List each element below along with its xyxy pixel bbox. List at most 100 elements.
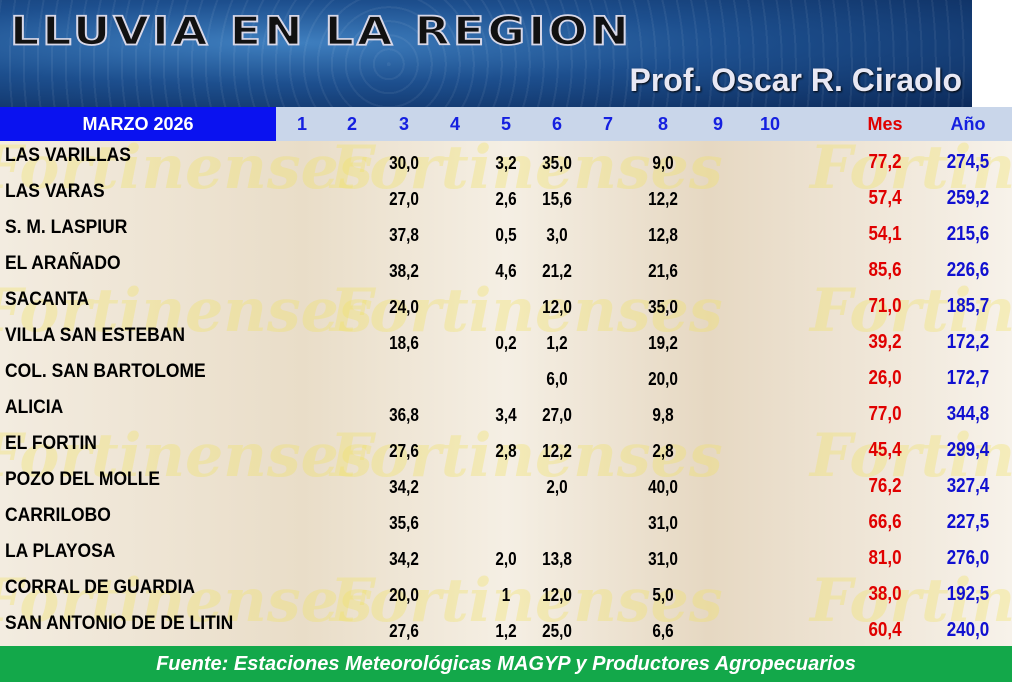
rain-value: 3,0 [546, 225, 568, 245]
ano-total: 344,8 [946, 403, 990, 425]
rain-value: 36,8 [389, 405, 419, 425]
rain-value: 37,8 [389, 225, 419, 245]
ano-total: 192,5 [946, 583, 990, 605]
rain-value: 19,2 [648, 333, 678, 353]
table-row: SAN ANTONIO DE DE LITIN 27,6 1,2 25,0 6,6 60,… [0, 609, 1012, 645]
mes-total: 81,0 [868, 547, 902, 569]
table-row: EL FORTIN 27,6 2,8 12,2 2,8 45,4 299,4 [0, 429, 1012, 465]
rain-value: 38,2 [389, 261, 419, 281]
table-row: LAS VARILLAS 30,0 3,2 35,0 9,0 77,2 274,5 [0, 141, 1012, 177]
rain-value: 34,2 [389, 477, 419, 497]
mes-total: 76,2 [868, 475, 902, 497]
rain-value: 40,0 [648, 477, 678, 497]
station-name: POZO DEL MOLLE [5, 469, 161, 490]
ano-total: 172,2 [946, 331, 990, 353]
ano-total: 327,4 [946, 475, 990, 497]
table-row: POZO DEL MOLLE 34,2 2,0 40,0 76,2 327,4 [0, 465, 1012, 501]
table-row: SACANTA 24,0 12,0 35,0 71,0 185,7 [0, 285, 1012, 321]
ano-total: 276,0 [946, 547, 990, 569]
month-label: MARZO 2026 [0, 107, 276, 141]
rain-value: 20,0 [648, 369, 678, 389]
station-name: EL FORTIN [5, 433, 97, 454]
rain-value: 2,8 [495, 441, 517, 461]
rain-value: 27,6 [389, 441, 419, 461]
mes-total: 57,4 [868, 187, 902, 209]
table-header: MARZO 2026 1 2 3 4 5 6 7 8 9 10 Mes Año [0, 107, 1012, 141]
rain-value: 35,0 [648, 297, 678, 317]
rain-value: 35,0 [542, 153, 572, 173]
rain-value: 20,0 [389, 585, 419, 605]
rain-value: 12,2 [648, 189, 678, 209]
station-name: SAN ANTONIO DE DE LITIN [5, 613, 234, 634]
table-row: EL ARAÑADO 38,2 4,6 21,2 21,6 85,6 226,6 [0, 249, 1012, 285]
rain-value: 31,0 [648, 513, 678, 533]
rain-value: 5,0 [652, 585, 674, 605]
station-name: S. M. LASPIUR [5, 217, 128, 238]
table-row: LAS VARAS 27,0 2,6 15,6 12,2 57,4 259,2 [0, 177, 1012, 213]
table-row: LA PLAYOSA 34,2 2,0 13,8 31,0 81,0 276,0 [0, 537, 1012, 573]
day-header: 10 [759, 114, 781, 134]
rain-value: 21,2 [542, 261, 572, 281]
rain-value: 27,6 [389, 621, 419, 641]
rain-value: 4,6 [495, 261, 517, 281]
day-header: 3 [398, 114, 409, 134]
station-name: VILLA SAN ESTEBAN [5, 325, 185, 346]
rain-value: 15,6 [542, 189, 572, 209]
ano-total: 172,7 [946, 367, 990, 389]
rain-value: 34,2 [389, 549, 419, 569]
mes-total: 60,4 [868, 619, 902, 641]
rain-value: 1,2 [546, 333, 568, 353]
mes-total: 85,6 [868, 259, 902, 281]
mes-total: 45,4 [868, 439, 902, 461]
table-row: VILLA SAN ESTEBAN 18,6 0,2 1,2 19,2 39,2 172,2 [0, 321, 1012, 357]
day-header: 7 [602, 114, 613, 134]
rain-value: 2,0 [546, 477, 568, 497]
mes-total: 26,0 [868, 367, 902, 389]
mes-total: 38,0 [868, 583, 902, 605]
mes-total: 77,2 [868, 151, 902, 173]
rain-value: 31,0 [648, 549, 678, 569]
station-name: CARRILOBO [5, 505, 111, 526]
source-footer: Fuente: Estaciones Meteorológicas MAGYP … [0, 646, 1012, 682]
rain-value: 0,5 [495, 225, 517, 245]
station-name: ALICIA [5, 397, 64, 418]
ano-total: 227,5 [946, 511, 990, 533]
ano-total: 299,4 [946, 439, 990, 461]
ano-total: 226,6 [946, 259, 990, 281]
rain-value: 35,6 [389, 513, 419, 533]
page-title: LLUVIA EN LA REGION [9, 7, 632, 55]
table-row: CARRILOBO 35,6 31,0 66,6 227,5 [0, 501, 1012, 537]
ano-total: 185,7 [946, 295, 990, 317]
day-header: 6 [551, 114, 562, 134]
mes-total: 54,1 [868, 223, 902, 245]
rain-value: 12,8 [648, 225, 678, 245]
station-name: LAS VARILLAS [5, 145, 131, 166]
table-row: COL. SAN BARTOLOME 6,0 20,0 26,0 172,7 [0, 357, 1012, 393]
rain-value: 27,0 [389, 189, 419, 209]
table-row: S. M. LASPIUR 37,8 0,5 3,0 12,8 54,1 215,6 [0, 213, 1012, 249]
rain-value: 6,6 [652, 621, 674, 641]
day-header: 2 [346, 114, 357, 134]
ano-total: 259,2 [946, 187, 990, 209]
rain-value: 30,0 [389, 153, 419, 173]
station-name: LA PLAYOSA [5, 541, 116, 562]
table-row: CORRAL DE GUARDIA 20,0 1 12,0 5,0 38,0 192,5 [0, 573, 1012, 609]
rain-value: 1,2 [495, 621, 517, 641]
rain-value: 2,0 [495, 549, 517, 569]
author: Prof. Oscar R. Ciraolo [629, 62, 962, 98]
rain-value: 12,0 [542, 297, 572, 317]
rain-value: 13,8 [542, 549, 572, 569]
station-name: SACANTA [5, 289, 90, 310]
day-header: 8 [657, 114, 668, 134]
rain-value: 2,8 [652, 441, 674, 461]
station-name: EL ARAÑADO [5, 253, 121, 274]
rain-value: 2,6 [495, 189, 517, 209]
table-row: ALICIA 36,8 3,4 27,0 9,8 77,0 344,8 [0, 393, 1012, 429]
rain-value: 12,0 [542, 585, 572, 605]
rain-value: 9,8 [652, 405, 674, 425]
station-name: CORRAL DE GUARDIA [5, 577, 196, 598]
ano-header: Año [950, 114, 986, 134]
rain-value: 9,0 [652, 153, 674, 173]
rain-value: 27,0 [542, 405, 572, 425]
rain-value: 12,2 [542, 441, 572, 461]
